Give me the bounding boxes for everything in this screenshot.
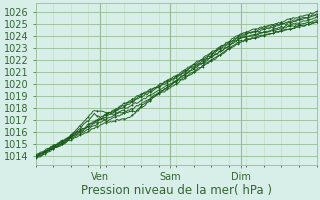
X-axis label: Pression niveau de la mer( hPa ): Pression niveau de la mer( hPa ): [81, 184, 272, 197]
